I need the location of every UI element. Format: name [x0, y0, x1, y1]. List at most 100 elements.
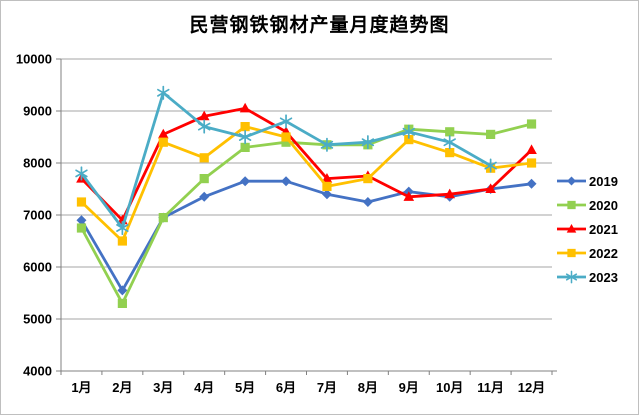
data-point-marker	[116, 220, 129, 236]
series-line	[80, 122, 533, 305]
y-tick-label: 5000	[23, 312, 52, 327]
x-tick-label: 3月	[153, 380, 173, 395]
legend-marker-2023	[557, 270, 586, 284]
data-point-marker	[117, 285, 128, 296]
x-tick-label: 12月	[518, 380, 545, 395]
data-point-marker	[402, 124, 416, 139]
data-point-marker	[403, 191, 415, 201]
data-point-marker	[362, 197, 373, 207]
legend-label-2020: 2020	[589, 197, 618, 213]
data-point-marker	[567, 176, 576, 186]
x-axis: 1月 2月 3月 4月 5月 6月 7月 8月 9月 10月 11月 12月	[60, 370, 557, 395]
data-point-marker	[281, 132, 291, 142]
data-point-marker	[197, 119, 211, 134]
y-tick-label: 8000	[23, 156, 52, 171]
data-point-marker	[199, 191, 210, 202]
data-point-marker	[157, 128, 169, 139]
data-point-marker	[526, 158, 537, 168]
series-2023	[75, 85, 497, 236]
y-tick-label: 10000	[16, 52, 52, 67]
data-point-marker	[240, 122, 250, 132]
y-axis: 10000 9000 8000 7000 6000 5000 4000	[16, 52, 62, 379]
data-point-marker	[443, 135, 456, 150]
data-point-marker	[485, 183, 496, 194]
y-tick-label: 6000	[23, 260, 52, 275]
data-point-marker	[281, 137, 291, 147]
x-tick-label: 8月	[358, 380, 378, 395]
data-point-marker	[76, 197, 87, 207]
data-point-marker	[321, 173, 333, 183]
legend-marker-2022	[557, 248, 586, 258]
data-point-marker	[239, 102, 251, 113]
legend-label-2019: 2019	[589, 173, 618, 189]
x-tick-label: 6月	[276, 380, 296, 395]
data-point-marker	[526, 119, 537, 129]
data-point-marker	[322, 181, 332, 191]
data-point-marker	[361, 135, 375, 150]
legend-entry-2022: 2022	[555, 241, 637, 265]
data-point-marker	[158, 213, 168, 223]
legend-marker-2019	[557, 176, 586, 186]
data-point-marker	[567, 200, 576, 210]
x-tick-label: 1月	[71, 380, 91, 395]
x-tick-label: 10月	[436, 380, 463, 395]
legend-entry-2021: 2021	[555, 217, 637, 241]
legend-marker-shape	[567, 200, 576, 210]
x-tick-label: 4月	[194, 380, 214, 395]
data-point-marker	[240, 142, 250, 152]
data-point-marker	[117, 236, 127, 246]
data-point-marker	[75, 166, 88, 181]
data-point-marker	[240, 176, 251, 187]
data-point-marker	[565, 270, 578, 284]
data-point-marker	[158, 137, 168, 147]
legend-entry-2020: 2020	[555, 193, 637, 217]
data-point-marker	[279, 114, 293, 129]
x-tick-label: 5月	[235, 380, 255, 395]
y-tick-label: 9000	[23, 104, 52, 119]
legend-label-2023: 2023	[589, 269, 618, 285]
data-point-marker	[444, 188, 456, 199]
legend-marker-shape	[567, 248, 576, 258]
data-point-marker	[199, 174, 209, 184]
data-point-marker	[486, 129, 496, 139]
data-point-marker	[526, 144, 537, 155]
legend-marker-shape	[565, 270, 578, 284]
x-tick-label: 2月	[112, 380, 132, 395]
data-point-marker	[445, 148, 455, 158]
x-tick-label: 11月	[477, 380, 504, 395]
x-tick-label: 7月	[317, 380, 337, 395]
data-point-marker	[157, 85, 170, 100]
legend-entry-2019: 2019	[555, 169, 637, 193]
data-point-marker	[320, 137, 334, 152]
data-point-marker	[484, 158, 497, 173]
legend-marker-2020	[557, 200, 586, 210]
data-point-marker	[363, 174, 373, 184]
legend-label-2021: 2021	[589, 221, 618, 237]
legend-label-2022: 2022	[589, 245, 618, 261]
series-line	[80, 179, 533, 292]
series-2019	[76, 176, 537, 296]
data-point-marker	[281, 176, 292, 187]
data-point-marker	[566, 223, 577, 233]
data-point-marker	[76, 223, 87, 233]
data-point-marker	[321, 189, 332, 200]
chart-title: 民营钢铁钢材产量月度趋势图	[189, 15, 450, 36]
chart-legend: 2019 2020 2021 2022 2023	[555, 169, 637, 289]
legend-marker-shape	[567, 176, 576, 186]
y-tick-label: 4000	[23, 364, 52, 379]
data-point-marker	[117, 298, 127, 308]
series-line	[80, 107, 533, 222]
data-point-marker	[199, 153, 209, 163]
data-point-marker	[198, 110, 210, 121]
data-point-marker	[526, 178, 537, 189]
data-point-marker	[238, 129, 252, 145]
series-line	[80, 125, 533, 243]
y-tick-label: 7000	[23, 208, 52, 223]
legend-marker-shape	[566, 223, 577, 233]
data-point-marker	[404, 135, 414, 145]
legend-marker-2021	[557, 223, 586, 233]
data-point-marker	[445, 127, 455, 137]
legend-entry-2023: 2023	[555, 265, 637, 289]
